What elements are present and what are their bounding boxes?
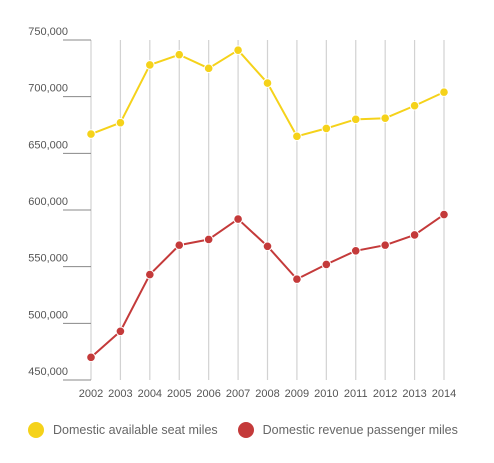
- x-tick-label: 2007: [226, 388, 250, 400]
- x-tick-label: 2009: [285, 388, 309, 400]
- data-point: [86, 352, 96, 363]
- data-point: [409, 100, 420, 111]
- x-tick-label: 2011: [344, 388, 368, 400]
- data-point: [439, 209, 449, 220]
- data-point: [86, 129, 96, 139]
- legend-item-passenger-miles: Domestic revenue passenger miles: [237, 422, 458, 438]
- x-tick-label: 2008: [255, 388, 279, 400]
- data-point: [115, 117, 126, 128]
- data-point: [233, 214, 243, 224]
- x-tick-label: 2002: [79, 388, 103, 400]
- legend-item-seat-miles: Domestic available seat miles: [28, 422, 218, 438]
- data-point: [350, 246, 361, 256]
- x-tick-label: 2003: [108, 388, 132, 400]
- data-point: [174, 49, 185, 60]
- x-tick-label: 2012: [373, 388, 397, 400]
- data-point: [174, 240, 185, 250]
- data-point: [292, 274, 302, 284]
- y-tick-label: 500,000: [28, 309, 68, 321]
- x-tick-label: 2014: [432, 388, 456, 400]
- y-tick-label: 650,000: [28, 139, 68, 151]
- data-point: [292, 131, 302, 142]
- legend-marker-passenger-miles: [237, 422, 254, 438]
- data-point: [203, 234, 214, 245]
- x-tick-label: 2004: [138, 388, 162, 400]
- y-tick-label: 700,000: [28, 83, 68, 95]
- legend-label-seat-miles: Domestic available seat miles: [53, 423, 218, 437]
- x-tick-label: 2010: [314, 388, 338, 400]
- y-tick-label: 550,000: [28, 253, 68, 265]
- legend-marker-seat-miles: [28, 422, 44, 438]
- legend: Domestic available seat miles Domestic r…: [28, 422, 478, 438]
- series-layer: [86, 45, 449, 363]
- data-point: [321, 259, 332, 270]
- x-tick-label: 2005: [167, 388, 191, 400]
- legend-label-passenger-miles: Domestic revenue passenger miles: [262, 423, 458, 437]
- data-point: [321, 123, 332, 134]
- data-point: [262, 241, 273, 252]
- data-point: [203, 63, 214, 74]
- data-point: [262, 78, 273, 88]
- data-point: [115, 326, 126, 337]
- data-point: [145, 269, 155, 280]
- data-point: [350, 114, 361, 125]
- x-tick-label: 2006: [196, 388, 220, 400]
- y-tick-label: 750,000: [28, 26, 68, 38]
- data-point: [145, 60, 155, 70]
- data-point: [380, 113, 390, 123]
- data-point: [439, 87, 449, 97]
- data-point: [409, 230, 420, 240]
- grid-layer: [90, 40, 445, 380]
- x-axis: 2002 2003 2004 2005 2006 2007 2008 2009 2010 2011…: [79, 388, 456, 400]
- data-point: [380, 240, 390, 250]
- y-axis: 450,000 500,000 550,000 600,000 650,000 700,0…: [28, 26, 91, 381]
- y-tick-label: 600,000: [28, 196, 68, 208]
- data-point: [233, 45, 243, 56]
- x-tick-label: 2013: [402, 388, 426, 400]
- y-tick-label: 450,000: [28, 366, 68, 378]
